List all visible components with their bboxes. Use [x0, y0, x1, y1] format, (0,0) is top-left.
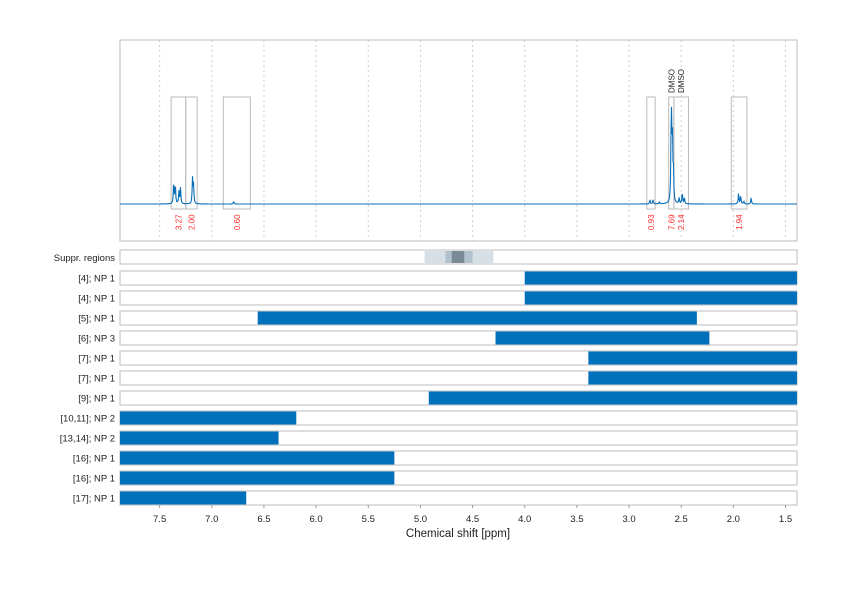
x-tick-label: 5.5 — [362, 514, 375, 525]
x-tick-label: 2.5 — [675, 514, 688, 525]
integral-box — [185, 96, 198, 210]
row-label: [7]; NP 1 — [78, 354, 115, 365]
x-tick-label: 2.0 — [727, 514, 740, 525]
x-tick-label: 5.0 — [414, 514, 427, 525]
x-axis: 7.5 7.0 6.5 6.0 5.5 5.0 4.5 4.0 3.5 3.0 2.5 2.0 1.5 — [153, 505, 792, 525]
row-label: [10,11]; NP 2 — [60, 414, 115, 425]
row-label: [4]; NP 1 — [78, 274, 115, 285]
integral-box — [730, 96, 748, 210]
row-bar — [120, 411, 297, 425]
row-bar — [120, 471, 395, 485]
integral-value: 2.00 — [187, 214, 196, 230]
row-bar — [428, 391, 797, 405]
row-bar — [495, 331, 710, 345]
x-tick-label: 1.5 — [779, 514, 792, 525]
row-bar — [588, 371, 797, 385]
integral-value: 1.94 — [735, 214, 744, 230]
row-bar — [588, 351, 797, 365]
row-label: Suppr. regions — [54, 253, 116, 264]
x-tick-label: 6.5 — [257, 514, 270, 525]
row-bar — [257, 311, 697, 325]
integral-regions: 3.27 2.00 0.60 0.93 7.69 DMSO 2.14 DMSO 1.94 — [170, 69, 748, 230]
x-tick-label: 4.0 — [518, 514, 531, 525]
integral-value: 3.27 — [174, 214, 183, 230]
integral-value: 0.93 — [647, 214, 656, 230]
x-tick-label: 7.5 — [153, 514, 166, 525]
row-bar — [524, 291, 797, 305]
row-label: [5]; NP 1 — [78, 314, 115, 325]
row-panels: Suppr. regions [4]; NP 1 [4]; NP 1 [5]; NP … — [54, 249, 798, 506]
peak-annotation: DMSO — [677, 69, 686, 93]
row-bar — [120, 451, 395, 465]
row-label: [4]; NP 1 — [78, 294, 115, 305]
row-label: [13,14]; NP 2 — [60, 434, 115, 445]
row-bar — [524, 271, 797, 285]
row-label: [6]; NP 3 — [78, 334, 115, 345]
integral-value: 7.69 — [667, 214, 676, 230]
row-label: [16]; NP 1 — [73, 454, 115, 465]
row-label: [9]; NP 1 — [78, 394, 115, 405]
row-label: [17]; NP 1 — [73, 494, 115, 505]
peak-annotation: DMSO — [667, 69, 676, 93]
row-bar — [120, 491, 247, 505]
x-tick-label: 6.0 — [310, 514, 323, 525]
integral-box — [646, 96, 656, 210]
x-tick-label: 7.0 — [205, 514, 218, 525]
x-axis-label: Chemical shift [ppm] — [406, 528, 510, 540]
x-tick-label: 4.5 — [466, 514, 479, 525]
spectrum-panel — [119, 39, 798, 242]
row-label: [16]; NP 1 — [73, 474, 115, 485]
x-tick-label: 3.0 — [622, 514, 635, 525]
grid-lines — [159, 40, 787, 241]
integral-value: 2.14 — [677, 214, 686, 230]
suppressed-band — [451, 251, 465, 263]
row-label: [7]; NP 1 — [78, 374, 115, 385]
row-bar — [120, 431, 279, 445]
integral-value: 0.60 — [233, 214, 242, 230]
integral-box — [673, 96, 690, 210]
spectrum-line — [120, 106, 797, 205]
integral-box — [222, 96, 251, 210]
x-tick-label: 3.5 — [570, 514, 583, 525]
